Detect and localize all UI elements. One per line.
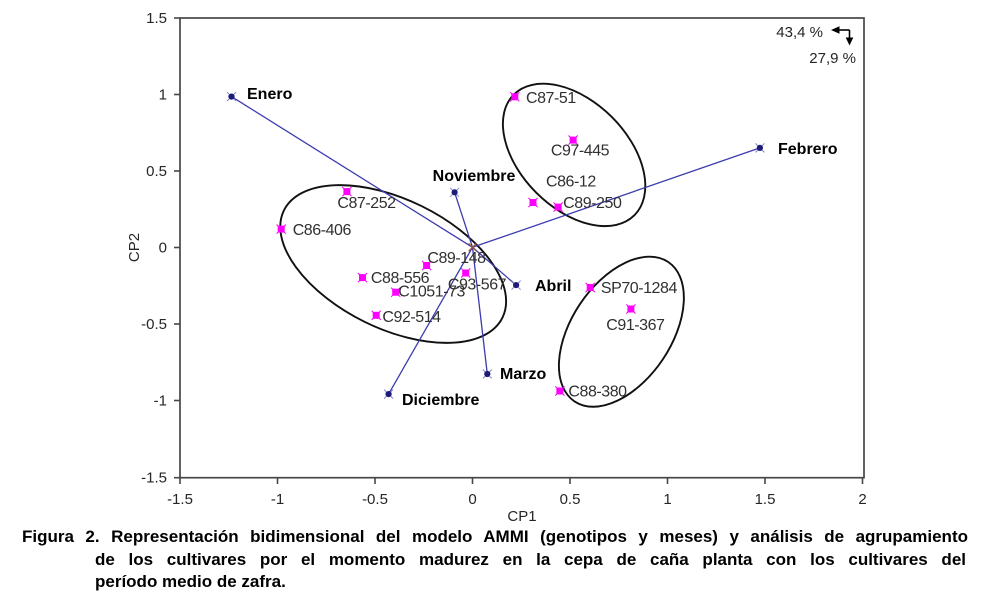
svg-text:C86-406: C86-406 <box>293 222 352 239</box>
svg-text:1.5: 1.5 <box>146 10 167 27</box>
svg-text:C1051-73: C1051-73 <box>398 284 465 301</box>
svg-text:C86-12: C86-12 <box>546 174 596 191</box>
svg-text:Marzo: Marzo <box>500 366 546 383</box>
svg-text:C97-445: C97-445 <box>551 143 610 160</box>
svg-text:Diciembre: Diciembre <box>402 392 479 409</box>
svg-text:C88-380: C88-380 <box>568 384 627 401</box>
svg-text:SP70-1284: SP70-1284 <box>601 280 678 297</box>
svg-text:1: 1 <box>159 87 167 104</box>
svg-text:C91-367: C91-367 <box>606 317 665 334</box>
svg-text:0: 0 <box>159 240 167 257</box>
svg-text:-1.5: -1.5 <box>141 470 167 487</box>
svg-text:0.5: 0.5 <box>146 163 167 180</box>
svg-text:0: 0 <box>468 491 476 508</box>
svg-text:Enero: Enero <box>247 86 293 103</box>
svg-text:CP1: CP1 <box>507 508 536 525</box>
svg-text:0.5: 0.5 <box>560 491 581 508</box>
svg-text:-0.5: -0.5 <box>141 316 167 333</box>
svg-text:C88-556: C88-556 <box>371 270 430 287</box>
svg-text:-1: -1 <box>154 393 167 410</box>
svg-text:-1.5: -1.5 <box>167 491 193 508</box>
svg-text:-0.5: -0.5 <box>362 491 388 508</box>
svg-text:43,4 %: 43,4 % <box>776 24 823 41</box>
svg-text:C87-51: C87-51 <box>526 90 576 107</box>
svg-text:-1: -1 <box>271 491 284 508</box>
svg-text:Abril: Abril <box>535 278 571 295</box>
svg-text:C87-252: C87-252 <box>337 195 396 212</box>
svg-text:2: 2 <box>858 491 866 508</box>
svg-text:CP2: CP2 <box>126 233 143 262</box>
svg-text:C93-567: C93-567 <box>448 277 507 294</box>
svg-text:Febrero: Febrero <box>778 141 838 158</box>
svg-text:C92-514: C92-514 <box>382 309 441 326</box>
svg-text:C89-148: C89-148 <box>427 250 486 267</box>
svg-text:1.5: 1.5 <box>755 491 776 508</box>
svg-text:Noviembre: Noviembre <box>433 168 516 185</box>
svg-text:1: 1 <box>663 491 671 508</box>
svg-text:27,9 %: 27,9 % <box>809 50 856 67</box>
svg-text:C89-250: C89-250 <box>563 195 622 212</box>
